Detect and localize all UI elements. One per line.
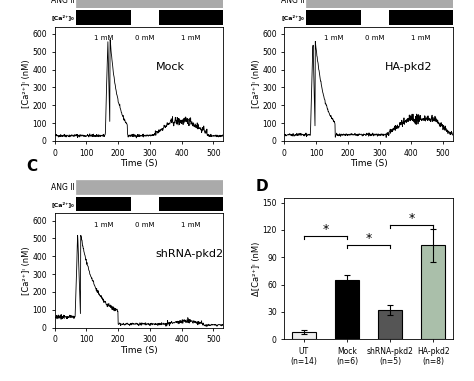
Text: HA-pkd2: HA-pkd2	[385, 62, 433, 72]
Text: 0 mM: 0 mM	[135, 35, 155, 41]
Text: 1 mM: 1 mM	[181, 222, 201, 228]
Text: 1 mM: 1 mM	[94, 35, 113, 41]
Text: [Ca²⁺]₀: [Ca²⁺]₀	[282, 14, 305, 21]
Bar	[306, 10, 361, 25]
X-axis label: Time (S): Time (S)	[120, 346, 157, 355]
Text: [Ca²⁺]₀: [Ca²⁺]₀	[52, 201, 75, 207]
Text: ANG II: ANG II	[51, 182, 75, 192]
Bar	[131, 10, 159, 25]
Bar	[131, 197, 159, 211]
Bar	[76, 180, 223, 194]
Text: Mock: Mock	[155, 62, 184, 72]
Bar	[421, 245, 445, 339]
Bar	[361, 10, 389, 25]
Bar	[292, 332, 316, 339]
Bar	[76, 10, 131, 25]
Bar	[306, 0, 453, 8]
Text: ANG II: ANG II	[281, 0, 305, 5]
Y-axis label: Δ[Ca²⁺]ᴵ (nM): Δ[Ca²⁺]ᴵ (nM)	[252, 242, 261, 296]
Text: 1 mM: 1 mM	[181, 35, 201, 41]
Text: ANG II: ANG II	[51, 0, 75, 5]
Bar	[159, 197, 223, 211]
Text: *: *	[322, 223, 328, 236]
Text: shRNA-pkd2: shRNA-pkd2	[155, 249, 224, 259]
Y-axis label: [Ca²⁺]ᴵ (nM): [Ca²⁺]ᴵ (nM)	[252, 59, 261, 108]
Bar	[159, 10, 223, 25]
Text: D: D	[256, 179, 269, 194]
X-axis label: Time (S): Time (S)	[120, 159, 157, 168]
Text: *: *	[409, 212, 415, 225]
Text: 1 mM: 1 mM	[324, 35, 343, 41]
Bar	[335, 280, 359, 339]
Bar	[378, 310, 402, 339]
Text: [Ca²⁺]₀: [Ca²⁺]₀	[52, 14, 75, 21]
Text: 0 mM: 0 mM	[135, 222, 155, 228]
Text: *: *	[365, 232, 372, 245]
Text: 1 mM: 1 mM	[94, 222, 113, 228]
X-axis label: Time (S): Time (S)	[350, 159, 387, 168]
Text: 1 mM: 1 mM	[411, 35, 430, 41]
Bar	[76, 0, 223, 8]
Text: C: C	[26, 159, 37, 174]
Bar	[389, 10, 453, 25]
Bar	[76, 197, 131, 211]
Y-axis label: [Ca²⁺]ᴵ (nM): [Ca²⁺]ᴵ (nM)	[22, 246, 31, 295]
Y-axis label: [Ca²⁺]ᴵ (nM): [Ca²⁺]ᴵ (nM)	[22, 59, 31, 108]
Text: 0 mM: 0 mM	[365, 35, 384, 41]
